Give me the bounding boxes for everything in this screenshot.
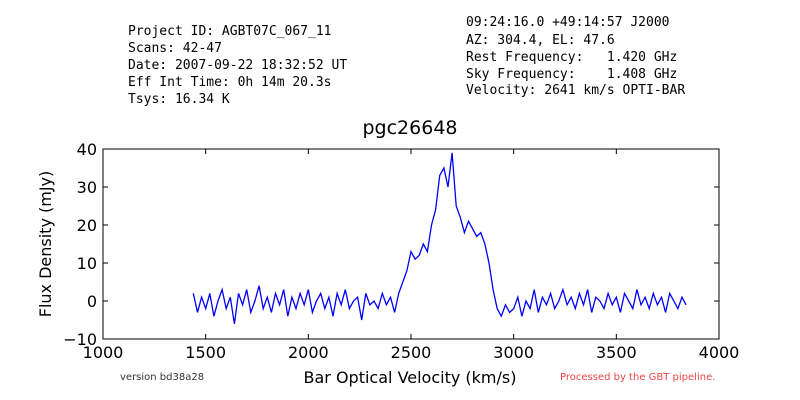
header-line: Rest Frequency: 1.420 GHz — [466, 50, 677, 65]
header-line: Tsys: 16.34 K — [128, 92, 230, 107]
x-axis-label: Bar Optical Velocity (km/s) — [304, 368, 517, 387]
x-tick-label: 3500 — [596, 343, 637, 362]
header-line: 09:24:16.0 +49:14:57 J2000 — [466, 15, 670, 30]
x-tick-label: 3000 — [493, 343, 534, 362]
y-tick-label: −10 — [63, 330, 97, 349]
version-text: version bd38a28 — [120, 372, 204, 383]
x-tick-label: 2000 — [288, 343, 329, 362]
header-line: Date: 2007-09-22 18:32:52 UT — [128, 58, 347, 73]
x-tick-label: 1500 — [185, 343, 226, 362]
x-tick-label: 2500 — [391, 343, 432, 362]
pipeline-text: Processed by the GBT pipeline. — [560, 372, 715, 383]
y-tick-label: 30 — [77, 178, 97, 197]
y-tick-label: 0 — [87, 292, 97, 311]
y-tick-label: 20 — [77, 216, 97, 235]
header-line: Scans: 42-47 — [128, 41, 222, 56]
x-tick-label: 4000 — [699, 343, 740, 362]
spectrum-line — [192, 152, 687, 324]
plot-frame — [102, 148, 720, 340]
y-axis-label: Flux Density (mJy) — [36, 171, 55, 318]
header-line: Project ID: AGBT07C_067_11 — [128, 24, 332, 39]
header-line: Eff Int Time: 0h 14m 20.3s — [128, 75, 332, 90]
y-tick-label: 40 — [77, 140, 97, 159]
chart-title: pgc26648 — [362, 117, 457, 139]
header-line: Velocity: 2641 km/s OPTI-BAR — [466, 83, 685, 98]
y-tick-label: 10 — [77, 254, 97, 273]
header-line: Sky Frequency: 1.408 GHz — [466, 67, 677, 82]
x-tick-label: 1000 — [83, 343, 124, 362]
header-line: AZ: 304.4, EL: 47.6 — [466, 33, 615, 48]
